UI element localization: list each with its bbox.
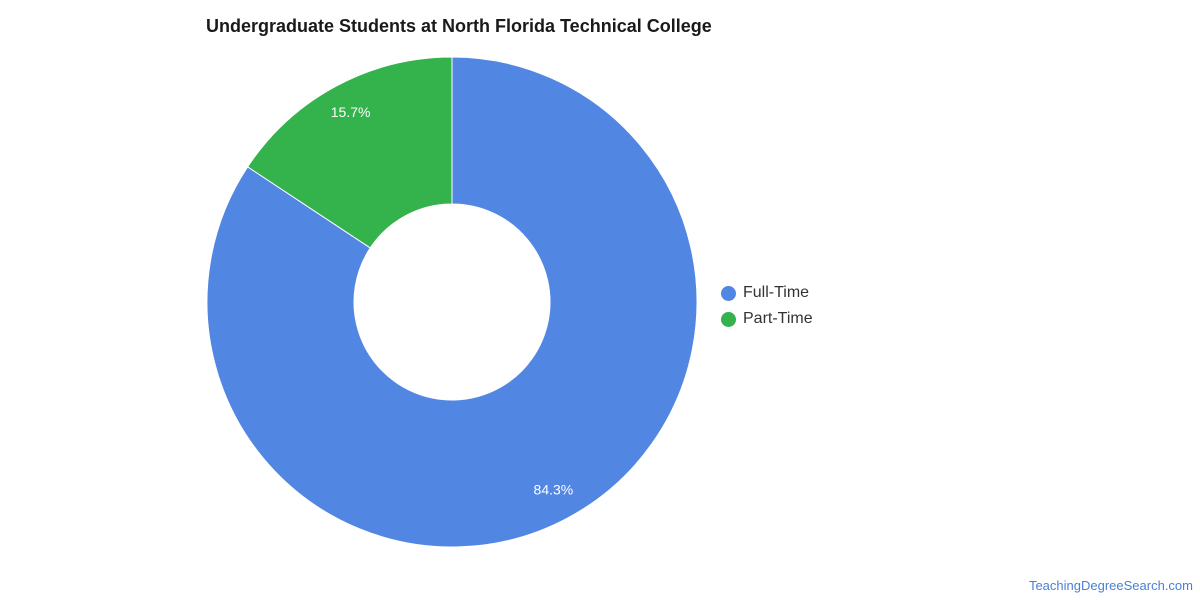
- data-label-full-time: 84.3%: [534, 481, 574, 497]
- source-credit-link[interactable]: TeachingDegreeSearch.com: [1028, 578, 1193, 593]
- legend-label-full-time: Full-Time: [743, 284, 810, 301]
- legend: Full-Time Part-Time: [721, 280, 813, 332]
- slice-part-time[interactable]: [246, 56, 453, 249]
- legend-swatch-part-time: [721, 311, 736, 327]
- data-label-part-time: 15.7%: [331, 104, 371, 120]
- chart-title: Undergraduate Students at North Florida …: [206, 16, 712, 36]
- legend-item-part-time[interactable]: Part-Time: [721, 306, 813, 332]
- legend-swatch-full-time: [721, 285, 736, 301]
- legend-label-part-time: Part-Time: [743, 310, 813, 327]
- legend-item-full-time[interactable]: Full-Time: [721, 280, 813, 306]
- slice-full-time[interactable]: [206, 56, 698, 548]
